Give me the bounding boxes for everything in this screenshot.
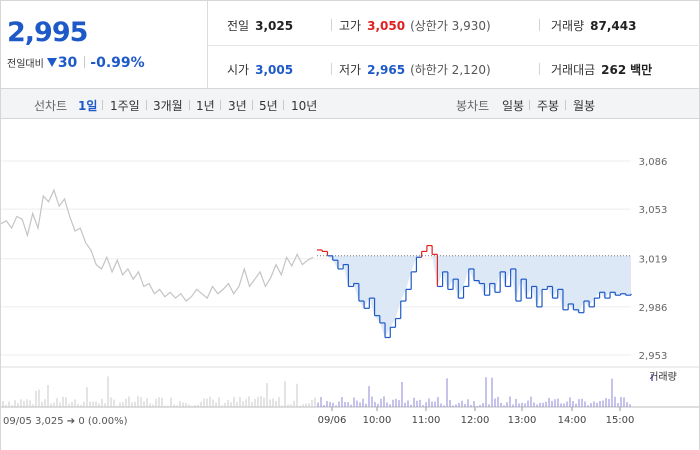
change-divider (84, 56, 86, 68)
line-chart-label: 선차트 (34, 99, 68, 113)
volume-footer: 09/05 3,025 ➔ 0 (0.00%) (3, 416, 128, 427)
x-tick-label: 12:00 (461, 415, 490, 426)
period-10y-button[interactable]: 10년 (291, 99, 318, 113)
previous-day-series (1, 188, 314, 302)
x-tick-label: 10:00 (363, 415, 392, 426)
x-axis-ticks: 09/06 10:00 11:00 12:00 13:00 14:00 15:00 (318, 407, 635, 426)
period-3m-button[interactable]: 3개월 (153, 99, 183, 113)
period-divider (220, 100, 221, 110)
period-divider (283, 100, 284, 110)
stat-open-value: 3,005 (255, 63, 294, 77)
period-1d-button[interactable]: 1일 (78, 99, 98, 113)
stat-divider (539, 63, 540, 75)
x-tick-label: 13:00 (508, 415, 537, 426)
chart-canvas: 3,086 3,053 3,019 2,986 2,953 09/06 10:00 11:0… (1, 157, 699, 427)
stat-volume-label: 거래량 (551, 19, 585, 33)
stat-low-value: 2,965 (367, 63, 406, 77)
current-price-box: 2,995 전일대비 30 -0.99% (1, 1, 208, 89)
change-row: 전일대비 30 -0.99% (7, 55, 145, 71)
stat-divider (331, 19, 332, 31)
x-tick-label: 14:00 (558, 415, 587, 426)
period-3y-button[interactable]: 3년 (228, 99, 247, 113)
stat-upper-limit: (상한가 3,930) (410, 19, 491, 33)
volume-legend: 거래량 (649, 371, 677, 383)
period-divider (102, 100, 103, 110)
stat-trade-amount-value: 262 (601, 63, 627, 77)
stat-volume: 거래량 87,443 (551, 17, 636, 34)
x-tick-label: 11:00 (412, 415, 441, 426)
y-tick-label: 3,053 (639, 205, 668, 216)
candle-chart-label: 봉차트 (456, 99, 490, 113)
y-tick-label: 2,953 (639, 351, 668, 362)
x-tick-label: 15:00 (606, 415, 635, 426)
candle-monthly-button[interactable]: 월봉 (573, 99, 596, 113)
change-value: 30 (57, 55, 78, 71)
down-triangle-icon (46, 58, 57, 67)
period-divider (146, 100, 147, 110)
x-tick-label: 09/06 (318, 415, 347, 426)
candle-divider (565, 100, 566, 110)
current-price: 2,995 (7, 17, 88, 48)
today-series (317, 245, 632, 339)
period-5y-button[interactable]: 5년 (259, 99, 278, 113)
intraday-chart: 3,086 3,053 3,019 2,986 2,953 09/06 10:00 11:0… (0, 119, 700, 450)
stat-high-value: 3,050 (367, 19, 406, 33)
stat-divider (331, 63, 332, 75)
stat-trade-amount: 거래대금 262 백만 (551, 61, 652, 78)
stat-volume-value: 87,443 (590, 19, 637, 33)
change-label: 전일대비 (7, 59, 44, 70)
candle-daily-button[interactable]: 일봉 (502, 99, 525, 113)
previous-day-line (1, 188, 314, 302)
period-1y-button[interactable]: 1년 (196, 99, 215, 113)
y-tick-label: 3,019 (639, 255, 668, 266)
y-tick-label: 2,986 (639, 303, 668, 314)
stat-lower-limit: (하한가 2,120) (410, 63, 491, 77)
candle-divider (529, 100, 530, 110)
summary-row-divider (208, 45, 700, 46)
period-divider (252, 100, 253, 110)
y-tick-label: 3,086 (639, 157, 668, 168)
volume-panel (1, 366, 699, 408)
stat-open: 시가 3,005 (227, 61, 293, 78)
stat-open-label: 시가 (227, 63, 250, 77)
stat-prev-close-label: 전일 (227, 19, 250, 33)
stat-low-label: 저가 (339, 63, 362, 77)
stat-trade-amount-unit: 백만 (630, 63, 653, 77)
change-rate: -0.99% (90, 55, 145, 71)
stat-high: 고가 3,050 (상한가 3,930) (339, 17, 491, 34)
stat-low: 저가 2,965 (하한가 2,120) (339, 61, 491, 78)
y-axis-ticks: 3,086 3,053 3,019 2,986 2,953 (639, 157, 668, 362)
below-reference-fill (317, 255, 631, 338)
stat-high-label: 고가 (339, 19, 362, 33)
candle-weekly-button[interactable]: 주봉 (537, 99, 560, 113)
stat-prev-close: 전일 3,025 (227, 17, 293, 34)
stat-prev-close-value: 3,025 (255, 19, 294, 33)
price-summary: 2,995 전일대비 30 -0.99% 전일 3,025 고가 3,050 (상한가 3… (0, 0, 700, 89)
period-1w-button[interactable]: 1주일 (110, 99, 140, 113)
stat-trade-amount-label: 거래대금 (551, 63, 596, 77)
stat-divider (539, 19, 540, 31)
volume-legend-swatch (651, 374, 653, 381)
period-divider (189, 100, 190, 110)
period-toolbar: 선차트 1일 1주일 3개월 1년 3년 5년 10년 봉차트 일봉 주봉 월봉 (0, 88, 700, 119)
